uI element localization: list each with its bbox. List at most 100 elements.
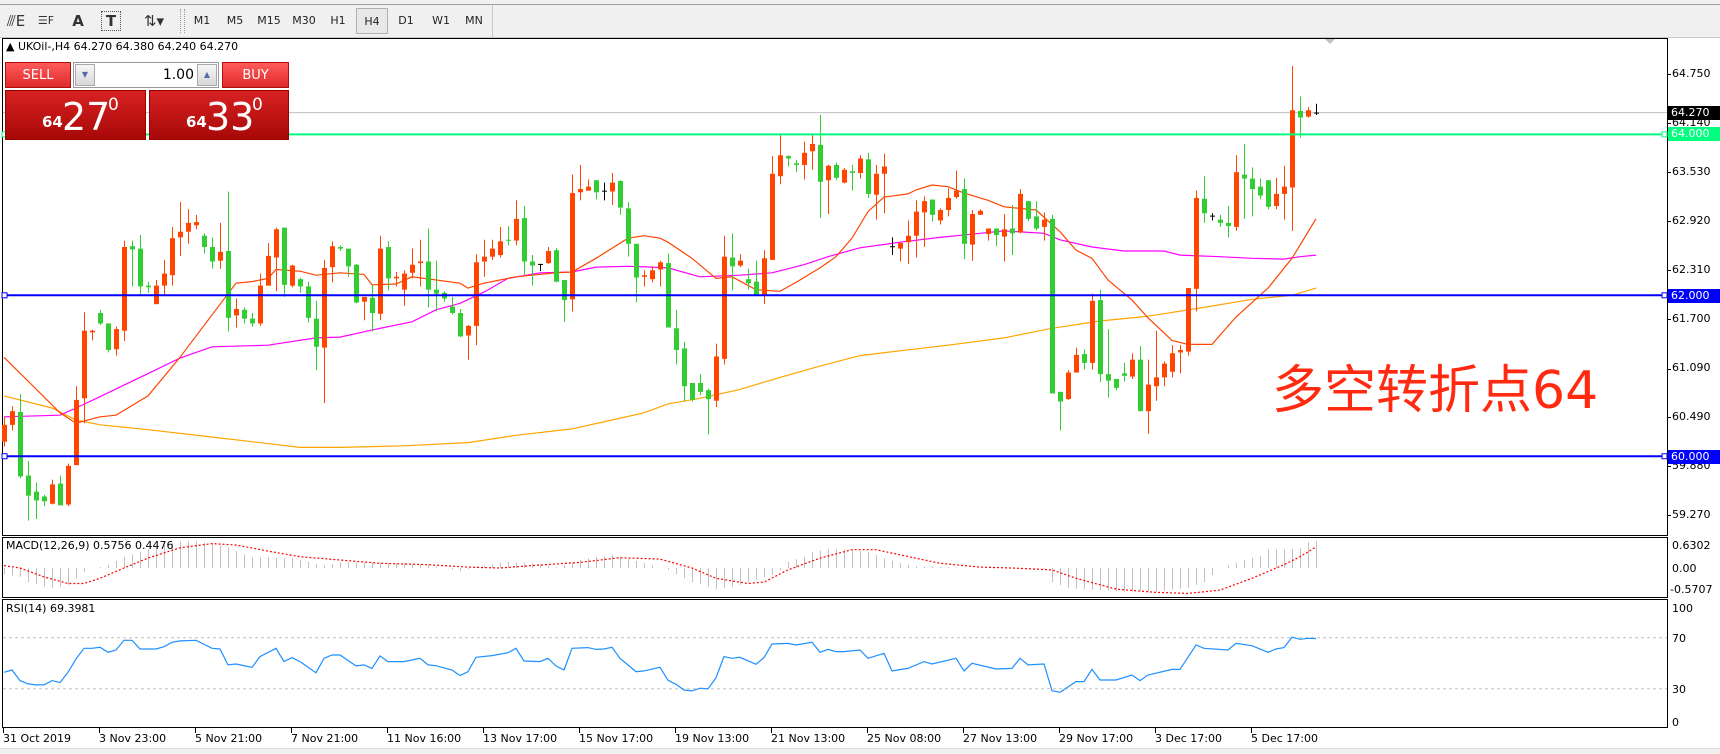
timeframe-d1[interactable]: D1: [398, 14, 414, 27]
fibonacci-icon[interactable]: ☰F: [37, 14, 55, 27]
candle: [210, 237, 215, 269]
sell-price-pips: 27: [62, 95, 111, 139]
one-click-trading-panel: SELL ▼ 1.00 ▲ BUY 64 27 0 64 33 0: [5, 62, 289, 140]
candle: [978, 209, 983, 215]
candle-body: [218, 251, 223, 261]
candle: [666, 253, 671, 328]
lot-size-value[interactable]: 1.00: [162, 67, 194, 83]
timeframe-m5[interactable]: M5: [226, 14, 244, 27]
timeframe-m1[interactable]: M1: [193, 14, 211, 27]
timeframe-m30[interactable]: M30: [292, 14, 316, 27]
candle: [458, 308, 463, 338]
timeframe-mn[interactable]: MN: [465, 14, 483, 27]
macd-panel: [2, 537, 1668, 598]
candle: [1194, 190, 1199, 312]
buy-price-button[interactable]: 64 33 0: [149, 90, 289, 140]
candle-body: [714, 356, 719, 401]
candle-body: [402, 273, 407, 290]
candle-body: [162, 273, 167, 286]
chart-text-annotation[interactable]: 多空转折点64: [1272, 361, 1599, 421]
toolbar: ⫻E ☰F A T ⇅▾ M1 M5 M15 M30 H1 H4 D1 W1 M…: [0, 5, 1720, 38]
candle: [906, 220, 911, 264]
sell-button[interactable]: SELL: [5, 62, 71, 88]
candle: [370, 284, 375, 332]
macd-axis-min: -0.5707: [1670, 583, 1713, 596]
candle: [538, 263, 543, 272]
candle: [114, 326, 119, 356]
timeframe-m15[interactable]: M15: [257, 14, 281, 27]
candle-body: [634, 243, 639, 278]
time-tick: 7 Nov 21:00: [291, 732, 359, 745]
candle-body: [946, 197, 951, 210]
candle-body: [346, 248, 351, 267]
candle: [610, 172, 615, 206]
candle: [714, 343, 719, 408]
candle-body: [90, 330, 95, 333]
candle: [898, 242, 903, 262]
candle: [74, 386, 79, 466]
candle: [154, 280, 159, 305]
candle-body: [690, 383, 695, 400]
arrows-icon[interactable]: ⇅▾: [143, 12, 165, 30]
candle: [1186, 288, 1191, 356]
candle-body: [378, 248, 383, 314]
toolbar-grip[interactable]: [180, 9, 185, 33]
candle: [506, 226, 511, 246]
candle-body: [978, 210, 983, 215]
candle: [1290, 65, 1295, 231]
candle: [738, 254, 743, 268]
candle-body: [610, 182, 615, 192]
lot-size-field[interactable]: ▼ 1.00 ▲: [73, 62, 219, 88]
candle-body: [1210, 215, 1215, 217]
candle-body: [538, 263, 543, 265]
candle: [138, 234, 143, 296]
text-label-icon[interactable]: T: [101, 11, 121, 31]
macd-axis-zero: 0.00: [1672, 562, 1697, 575]
candle: [682, 341, 687, 402]
candle: [474, 254, 479, 346]
candle-body: [482, 256, 487, 262]
timeframe-h4[interactable]: H4: [356, 8, 388, 34]
sell-price-big-figure: 64: [42, 113, 63, 131]
candle: [234, 298, 239, 328]
candle: [954, 170, 959, 199]
candle-body: [114, 329, 119, 350]
candle-body: [626, 208, 631, 244]
price-tick: 61.700: [1672, 312, 1711, 325]
sell-price-button[interactable]: 64 27 0: [5, 90, 146, 140]
elliott-wave-icon[interactable]: ⫻E: [6, 12, 26, 30]
candle: [570, 174, 575, 312]
candle-body: [458, 312, 463, 337]
candle: [1098, 289, 1103, 383]
macd-signal-line: [3, 542, 1317, 595]
candle: [946, 188, 951, 217]
timeframe-h1[interactable]: H1: [330, 14, 346, 27]
candle: [1146, 359, 1151, 434]
candle-body: [1090, 300, 1095, 363]
lot-decrease-button[interactable]: ▼: [75, 64, 95, 86]
chart-symbol-header: ▲ UKOil-,H4 64.270 64.380 64.240 64.270: [6, 40, 239, 53]
candle: [18, 394, 23, 478]
candle-body: [306, 286, 311, 318]
timeframe-w1[interactable]: W1: [432, 14, 450, 27]
candle: [322, 259, 327, 404]
rsi-panel: [2, 599, 1668, 728]
candle-body: [754, 281, 759, 296]
candle-body: [466, 325, 471, 336]
candle: [546, 247, 551, 264]
candle: [602, 182, 607, 201]
candle-body: [74, 399, 79, 466]
candle-body: [82, 330, 87, 399]
candle: [618, 180, 623, 215]
buy-button[interactable]: BUY: [222, 62, 289, 88]
rsi-axis-70: 70: [1672, 632, 1686, 645]
candle: [410, 248, 415, 279]
candle-body: [210, 247, 215, 262]
candle-body: [546, 251, 551, 264]
lot-increase-button[interactable]: ▲: [197, 64, 217, 86]
time-tick: 13 Nov 17:00: [483, 732, 558, 745]
text-icon[interactable]: A: [72, 12, 84, 30]
candle-body: [930, 199, 935, 215]
candle-body: [274, 229, 279, 258]
